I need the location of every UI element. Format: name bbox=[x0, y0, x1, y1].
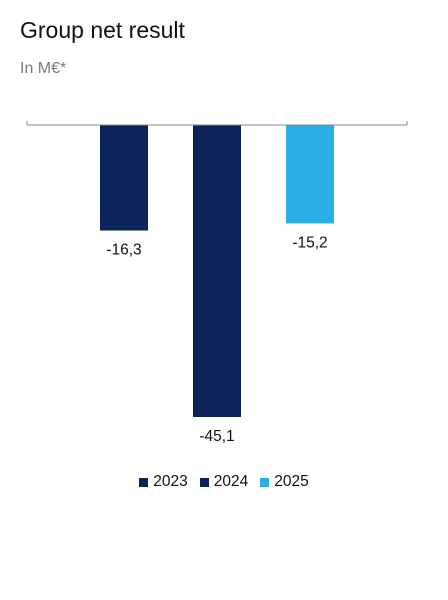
legend-swatch bbox=[139, 477, 149, 487]
data-label-2023: -16,3 bbox=[106, 242, 141, 259]
legend-label: 2025 bbox=[274, 473, 309, 490]
legend-item-2024: 2024 bbox=[199, 473, 249, 491]
chart-legend: 2023 2024 2025 bbox=[0, 473, 448, 492]
bar-2025 bbox=[286, 125, 334, 224]
data-label-2024: -45,1 bbox=[199, 428, 234, 445]
bar-2024 bbox=[193, 125, 241, 417]
legend-item-2025: 2025 bbox=[260, 473, 309, 491]
legend-item-2023: 2023 bbox=[139, 473, 188, 491]
legend-label: 2024 bbox=[213, 473, 249, 490]
legend-label: 2023 bbox=[153, 473, 188, 490]
legend-swatch bbox=[199, 477, 209, 487]
chart-title: Group net result bbox=[20, 17, 185, 43]
data-label-2025: -15,2 bbox=[292, 234, 327, 251]
legend-swatch bbox=[260, 477, 270, 487]
bar-2023 bbox=[100, 125, 148, 231]
chart-subtitle: In M€* bbox=[20, 60, 67, 77]
